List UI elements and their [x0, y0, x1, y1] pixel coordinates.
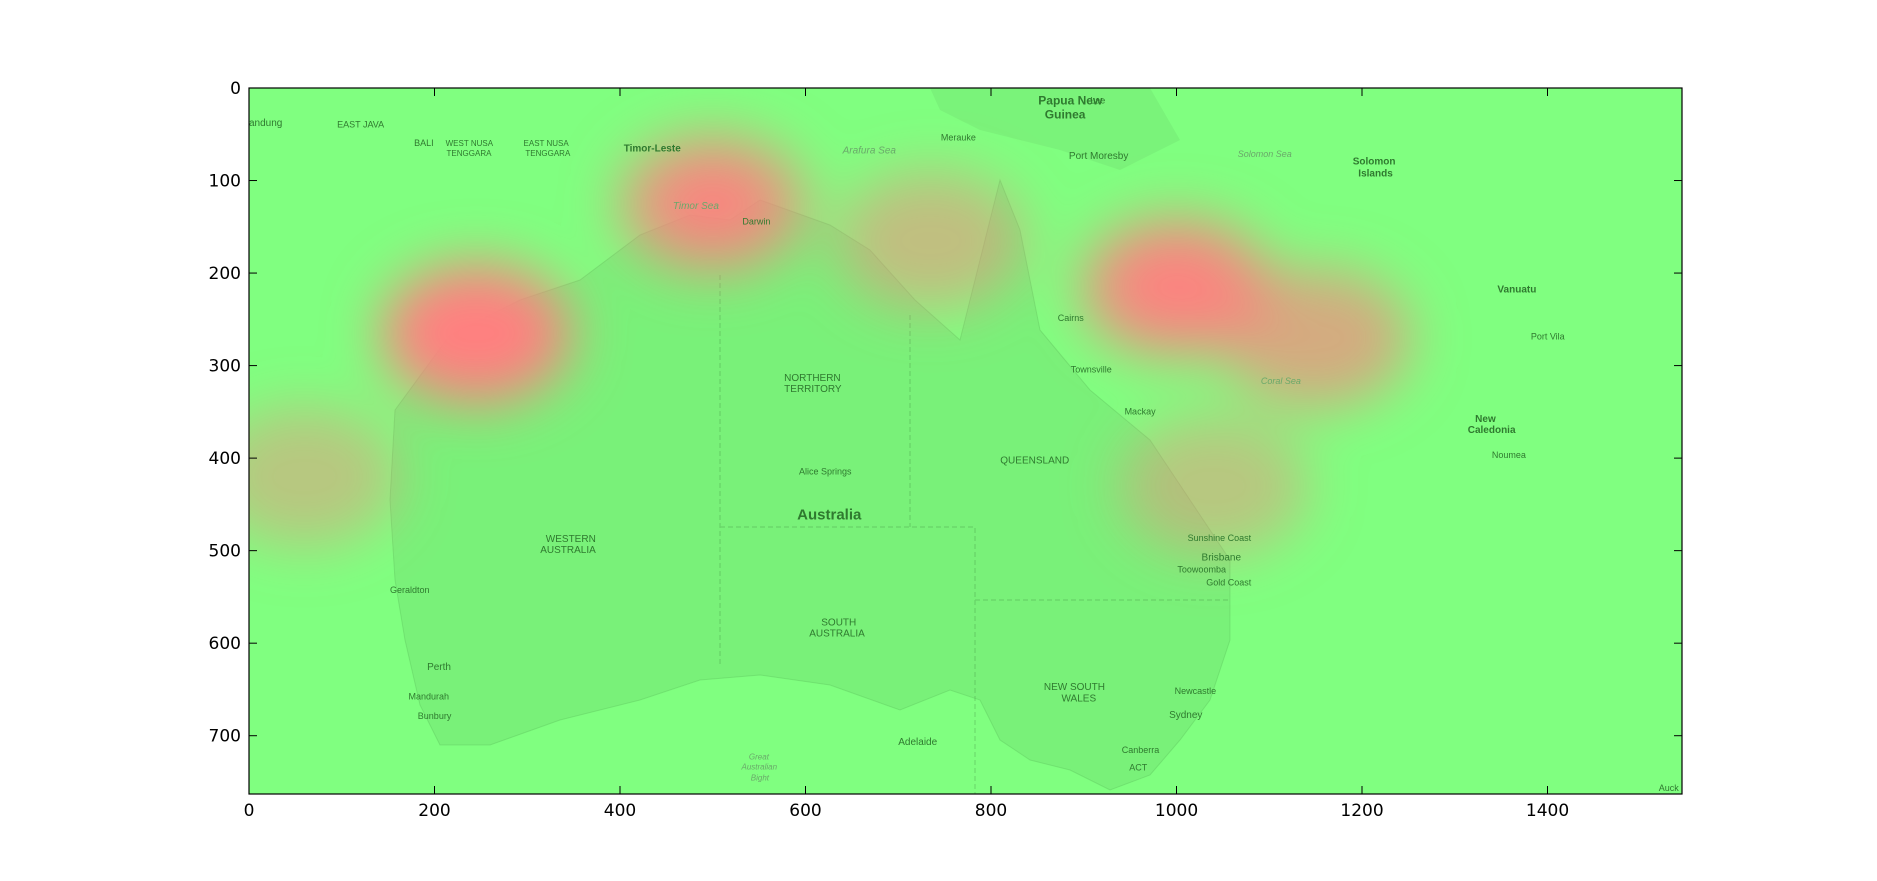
map-label: Islands: [1358, 169, 1393, 180]
map-label: New: [1475, 414, 1496, 425]
x-tick-label: 600: [789, 801, 821, 821]
map-label: Sydney: [1169, 710, 1202, 721]
x-tick-label: 200: [418, 801, 450, 821]
y-tick-label: 100: [209, 172, 241, 192]
map-label: TENGGARA: [525, 149, 571, 158]
map-label: WESTERN: [546, 534, 596, 545]
map-label: Bunbury: [418, 711, 452, 721]
x-tick-label: 0: [244, 801, 255, 821]
map-label: Canberra: [1122, 745, 1160, 755]
map-label: TENGGARA: [447, 149, 493, 158]
map-label: Brisbane: [1202, 553, 1242, 564]
map-label: NORTHERN: [784, 373, 840, 384]
y-axis: 0 100 200 300 400 500 600 700: [209, 79, 1682, 747]
map-label: Merauke: [941, 132, 976, 142]
heat-hotspot-core: [421, 295, 532, 372]
map-label: Great: [749, 752, 770, 761]
map-label: Timor-Leste: [624, 144, 681, 155]
map-label: Geraldton: [390, 585, 430, 595]
map-label: Solomon Sea: [1238, 149, 1292, 159]
new-guinea-landmass: [930, 88, 1180, 170]
x-tick-label: 800: [975, 801, 1007, 821]
map-label: Port Moresby: [1069, 151, 1128, 162]
map-label: Bight: [751, 774, 770, 783]
map-label: TERRITORY: [784, 384, 842, 395]
map-label: Sunshine Coast: [1188, 533, 1252, 543]
x-tick-label: 1000: [1155, 801, 1198, 821]
heat-layer: [249, 133, 1411, 556]
map-label: WALES: [1061, 693, 1096, 704]
map-label: BALI: [414, 138, 434, 148]
y-tick-label: 700: [209, 727, 241, 747]
x-tick-label: 400: [604, 801, 636, 821]
tasmania-landmass: [1110, 820, 1150, 850]
map-label: Port Vila: [1531, 331, 1565, 341]
map-label: Lae: [1090, 95, 1105, 105]
map-label: andung: [249, 118, 282, 129]
map-label: ACT: [1129, 763, 1148, 773]
map-label: Darwin: [742, 217, 770, 227]
y-tick-label: 300: [209, 357, 241, 377]
map-label: Perth: [427, 662, 451, 673]
map-label: AUSTRALIA: [809, 629, 865, 640]
y-tick-label: 500: [209, 542, 241, 562]
map-label: Solomon: [1353, 157, 1396, 168]
map-label: Australian: [741, 763, 778, 772]
map-label: Toowoomba: [1177, 565, 1226, 575]
heat-hotspot: [835, 170, 1026, 311]
map-label: Caledonia: [1468, 425, 1516, 436]
map-label: Noumea: [1492, 450, 1526, 460]
map-label: Gold Coast: [1206, 578, 1252, 588]
x-axis: 0 200 400 600 800 1000 1200 1400: [244, 88, 1569, 821]
map-label: NEW SOUTH: [1044, 682, 1105, 693]
map-label: Alice Springs: [799, 467, 852, 477]
heat-hotspot-core: [657, 165, 768, 242]
y-tick-label: 400: [209, 449, 241, 469]
map-label: Australia: [797, 506, 862, 523]
map-label: Townsville: [1071, 365, 1112, 375]
map-label: Cairns: [1058, 313, 1085, 323]
plot-frame: [248, 87, 1683, 795]
heat-hotspot-core: [1121, 248, 1232, 325]
map-label: Guinea: [1045, 108, 1086, 122]
map-label: Mandurah: [409, 691, 450, 701]
map-label: Papua New: [1038, 94, 1103, 108]
map-label: QUEENSLAND: [1000, 455, 1069, 466]
map-label: EAST NUSA: [524, 139, 570, 148]
map-label: AUSTRALIA: [540, 545, 596, 556]
y-tick-label: 600: [209, 634, 241, 654]
y-tick-label: 200: [209, 264, 241, 284]
state-borders: [719, 275, 1230, 794]
x-tick-label: 1200: [1340, 801, 1383, 821]
y-tick-label: 0: [230, 79, 241, 99]
map-label: Vanuatu: [1497, 284, 1536, 295]
x-tick-label: 1400: [1526, 801, 1569, 821]
map-label: Mackay: [1125, 406, 1157, 416]
heat-hotspot: [1220, 267, 1411, 408]
map-label: EAST JAVA: [337, 120, 384, 130]
map-label: WEST NUSA: [446, 139, 494, 148]
heat-hotspot: [249, 406, 400, 547]
map-label: SOUTH: [821, 617, 856, 628]
map-label: Auck: [1659, 783, 1680, 793]
map-label: Arafura Sea: [842, 146, 897, 157]
map-label: Coral Sea: [1261, 376, 1301, 386]
map-label: Adelaide: [898, 737, 937, 748]
map-label: Timor Sea: [673, 201, 719, 212]
heat-hotspot: [1118, 415, 1309, 556]
map-label: Newcastle: [1175, 686, 1217, 696]
